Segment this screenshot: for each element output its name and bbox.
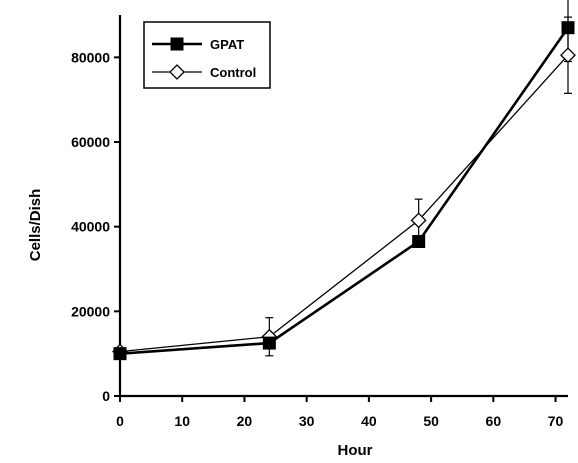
- data-point-gpat: [561, 21, 575, 35]
- y-tick-label: 0: [102, 388, 110, 404]
- data-point-gpat: [113, 347, 127, 361]
- axes: 0 10 20 30 40 50 60 70 0 20000 40000 60000 80000: [71, 15, 568, 429]
- x-tick-label: 10: [174, 413, 190, 429]
- x-axis-label: Hour: [338, 442, 373, 458]
- legend-marker-control: [169, 64, 185, 80]
- data-point-gpat: [262, 336, 276, 350]
- y-tick-label: 60000: [71, 134, 110, 150]
- data-point-control: [410, 212, 427, 229]
- legend-label-gpat: GPAT: [210, 37, 244, 52]
- data-point-gpat: [412, 234, 426, 248]
- x-tick-label: 70: [548, 413, 564, 429]
- error-bars: [265, 0, 572, 357]
- legend: GPAT Control: [143, 21, 271, 89]
- x-tick-label: 20: [237, 413, 253, 429]
- x-tick-label: 0: [116, 413, 124, 429]
- y-tick-label: 80000: [71, 49, 110, 65]
- series-lines: [119, 26, 570, 355]
- series-line-control: [119, 54, 569, 353]
- x-tick-label: 50: [423, 413, 439, 429]
- y-axis-label: Cells/Dish: [27, 189, 44, 262]
- legend-label-control: Control: [210, 65, 256, 80]
- y-tick-label: 40000: [71, 219, 110, 235]
- legend-box: [143, 21, 271, 89]
- data-points: [112, 21, 576, 361]
- x-tick-label: 40: [361, 413, 377, 429]
- y-tick-label: 20000: [71, 303, 110, 319]
- legend-marker-gpat: [170, 37, 184, 51]
- series-line-gpat: [119, 26, 570, 355]
- x-tick-label: 60: [486, 413, 502, 429]
- x-tick-label: 30: [299, 413, 315, 429]
- data-point-control: [560, 47, 576, 64]
